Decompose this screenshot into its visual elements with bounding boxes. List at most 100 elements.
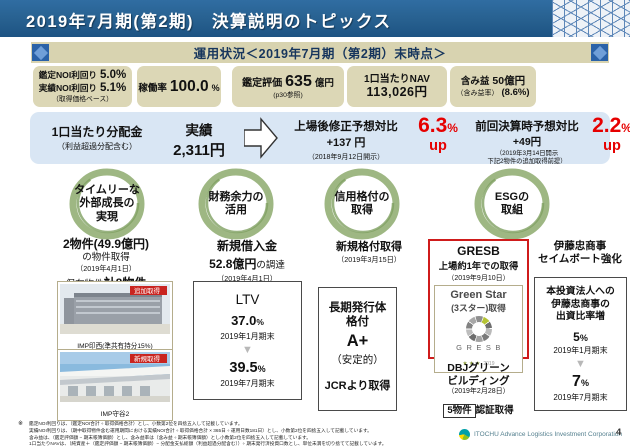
vs-ipo-percent: 6.3 xyxy=(418,114,448,137)
green-star-label: Green Star xyxy=(450,289,507,301)
growth-date: （2019年4月1日） xyxy=(76,263,136,273)
page-number: 4 xyxy=(616,427,622,438)
dpu-actual-value: 2,311円 xyxy=(173,142,225,159)
footnote-line: 鑑定NOI利回りは、（鑑定NOI合計 ÷ 取得価格合計）とし、小数第2位を四捨五… xyxy=(29,421,243,426)
distribution-band: 1口当たり分配金 （利益超過分配含む） 実績 2,311円 上場後修正予想対比 … xyxy=(30,112,630,165)
gresb-title: GRESB xyxy=(457,244,500,258)
kpi-appraisal-value: 鑑定評価 635 億円 (p30参照) xyxy=(232,66,344,107)
kpi-label: 鑑定NOI利回り xyxy=(38,69,98,80)
rating-headline: 新規格付取得 xyxy=(336,241,402,253)
ltv-before-value: 37.0 xyxy=(231,313,257,329)
diamond-icon xyxy=(32,44,49,61)
green-star-sub: (3スター)取得 xyxy=(451,303,506,313)
photo-tag: 追加取得 xyxy=(134,286,161,295)
photo-tag: 新規取得 xyxy=(134,354,161,363)
green-star-box: Green Star (3スター)取得 GRESB ★ ★ ★ 2019 xyxy=(434,285,523,373)
dpu-actual-label: 実績 xyxy=(185,123,213,138)
sameboat-after-unit: % xyxy=(580,378,589,389)
vs-ipo-note: （2018年9月12日開示） xyxy=(307,154,385,161)
sameboat-box: 本投資法人への 伊藤忠商事の 出資比率増 5% 2019年1月期末 ▼ 7% 2… xyxy=(534,277,627,411)
kpi-sub-label: （含み益率） xyxy=(456,89,499,97)
sameboat-before-unit: % xyxy=(579,333,588,344)
finance-headline: 新規借入金 xyxy=(216,239,277,253)
vs-ipo-percent-unit: % xyxy=(447,121,458,135)
kpi-label: 実績NOI利回り xyxy=(38,83,98,94)
vs-prev-note: （2019年3月14日開示 下記2物件の追加取得前提） xyxy=(487,150,567,165)
vs-prev-diff: +49円 xyxy=(512,136,542,148)
pillar-title: ESGの 取組 xyxy=(494,190,530,216)
ltv-box: LTV 37.0% 2019年1月期末 ▼ 39.5% 2019年7月期末 xyxy=(193,281,302,400)
pillar-financial-capacity: 財務余力の 活用 xyxy=(174,168,298,240)
kpi-nav-per-unit: 1口当たりNAV 113,026円 xyxy=(347,66,447,107)
brush-circle-icon xyxy=(324,168,400,240)
property-photo-imp-inzai: 追加取得 IMP印西(準共有持分15%) xyxy=(57,281,173,353)
ltv-title: LTV xyxy=(235,292,260,308)
footnote-line: 実績NOI利回りは、（期中取得物件含む運用期間における実績NOI合計 ÷ 取得価… xyxy=(29,427,372,433)
sameboat-heading: 伊藤忠商事 セイムボート強化 xyxy=(538,240,622,266)
kpi-noi-yield: 鑑定NOI利回り 5.0% 実績NOI利回り 5.1% （取得価格ベース） xyxy=(33,66,132,107)
rating-box: 長期発行体 格付 A+ （安定的） JCRより取得 xyxy=(318,287,397,411)
ltv-before-unit: % xyxy=(256,317,264,328)
growth-sub: の物件取得 xyxy=(82,252,130,263)
finance-amount: 52.8億円 xyxy=(209,257,257,271)
kpi-value: 5.1% xyxy=(100,82,127,95)
rating-agency: JCRより取得 xyxy=(324,379,391,392)
dbj-green-building: DBJグリーン ビルディング （2019年2月28日） 5物件 認証取得 xyxy=(428,362,529,418)
kpi-value: 50億円 xyxy=(492,74,526,87)
company-name: ITOCHU Advance Logistics Investment Corp… xyxy=(474,431,623,438)
ltv-after-value: 39.5 xyxy=(229,359,258,376)
footnotes: ※ 鑑定NOI利回りは、（鑑定NOI合計 ÷ 取得価格合計）とし、小数第2位を四… xyxy=(18,421,456,448)
finance-date: （2019年4月1日） xyxy=(217,274,277,283)
kpi-unrealized-gain: 含み益 50億円 （含み益率） (8.6%) xyxy=(450,66,536,107)
vs-prev-title: 前回決算時予想対比 xyxy=(475,121,579,133)
finance-amount-suffix: の調達 xyxy=(256,260,285,271)
rating-date: （2019年3月15日） xyxy=(337,254,401,264)
dbj-title: DBJグリーン ビルディング xyxy=(447,362,510,387)
rating-grade: A+ xyxy=(346,331,369,350)
vs-prev-percent-unit: % xyxy=(621,121,630,135)
footnote-line: 含み益は、（鑑定評価額 − 期末帳簿価額）とし、含み益率は（含み益 ÷ 期末帳簿… xyxy=(29,434,311,440)
gresb-subtitle: 上場約1年での取得 xyxy=(438,261,519,271)
pillar-title: 財務余力の 活用 xyxy=(208,190,264,216)
sameboat-box-title: 本投資法人への 伊藤忠商事の 出資比率増 xyxy=(546,286,615,323)
finance-heading: 新規借入金 52.8億円の調達 （2019年4月1日） xyxy=(190,239,304,283)
itochu-logo-icon xyxy=(459,429,470,440)
kpi-note: (p30参照) xyxy=(273,92,303,100)
sameboat-after-value: 7 xyxy=(572,373,581,391)
page-title: 2019年7月期(第2期) 決算説明のトピックス xyxy=(26,13,392,31)
gresb-year: 2019 xyxy=(483,361,495,367)
kpi-label: 含み益 xyxy=(460,75,490,87)
kpi-unit: % xyxy=(211,82,220,93)
kpi-value: 635 xyxy=(285,72,312,90)
header-bar: 2019年7月期(第2期) 決算説明のトピックス xyxy=(0,0,630,37)
geometric-cube-pattern-decoration xyxy=(552,0,630,37)
brush-circle-icon xyxy=(198,168,274,240)
kpi-value: 5.0% xyxy=(100,68,127,81)
vs-ipo-up-label: up xyxy=(429,138,447,154)
dpu-label: 1口当たり分配金 xyxy=(51,125,143,139)
vs-prev-percent: 2.2 xyxy=(592,114,622,137)
rating-box-title: 長期発行体 格付 xyxy=(328,302,387,329)
gresb-logo-letters: GRESB xyxy=(456,343,505,352)
dbj-badge: 5物件 xyxy=(443,403,476,418)
vs-ipo-diff: +137 円 xyxy=(326,137,366,149)
gresb-logo-icon xyxy=(465,316,492,342)
kpi-unit: 億円 xyxy=(314,77,334,89)
down-triangle-icon: ▼ xyxy=(575,358,586,371)
block-arrow-right-icon xyxy=(244,117,278,159)
ltv-before-label: 2019年1月期末 xyxy=(220,331,275,341)
footnote-marker: ※ xyxy=(18,421,24,427)
pillar-title: 信用格付の 取得 xyxy=(334,190,390,216)
section-title: 運用状況＜2019年7月期（第2期）末時点＞ xyxy=(193,47,447,61)
building-photo-icon: 追加取得 xyxy=(60,284,170,334)
dbj-badge-suffix: 認証取得 xyxy=(475,404,514,416)
footnote-line: 1口当たりNAVは、（純資産＋（鑑定評価額 − 期末帳簿価額）− 分配金支払総額… xyxy=(29,441,387,447)
section-title-bar: 運用状況＜2019年7月期（第2期）末時点＞ xyxy=(31,42,609,63)
kpi-sub-value: (8.6%) xyxy=(501,86,530,98)
pillar-credit-rating: 信用格付の 取得 xyxy=(300,168,424,240)
kpi-label: 稼働率 xyxy=(138,82,167,94)
kpi-value: 113,026円 xyxy=(366,85,428,100)
photo-caption: IMP印西(準共有持分15%) xyxy=(77,343,153,350)
ltv-after-label: 2019年7月期末 xyxy=(220,378,275,388)
pillar-external-growth: タイムリーな 外部成長の 実現 xyxy=(45,168,169,240)
